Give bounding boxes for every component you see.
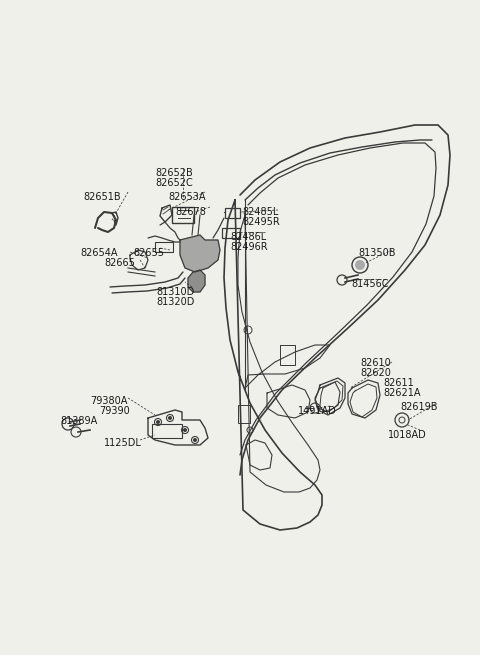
Circle shape xyxy=(355,260,365,270)
Text: 82619B: 82619B xyxy=(400,402,437,412)
Text: 82678: 82678 xyxy=(175,207,206,217)
Text: 82611: 82611 xyxy=(383,378,414,388)
Text: 1491AD: 1491AD xyxy=(298,406,337,416)
Text: 82496R: 82496R xyxy=(230,242,268,252)
Text: 81310D: 81310D xyxy=(156,287,194,297)
Text: 82654A: 82654A xyxy=(80,248,118,258)
Text: 81456C: 81456C xyxy=(351,279,388,289)
Circle shape xyxy=(183,428,187,432)
Text: 82652C: 82652C xyxy=(155,178,193,188)
Text: 82610: 82610 xyxy=(360,358,391,368)
Bar xyxy=(238,405,250,423)
Text: 1018AD: 1018AD xyxy=(388,430,427,440)
Bar xyxy=(152,424,182,438)
Text: 82665: 82665 xyxy=(104,258,135,268)
Text: 82620: 82620 xyxy=(360,368,391,378)
Text: 81320D: 81320D xyxy=(156,297,194,307)
Bar xyxy=(222,228,240,238)
Text: 82485L: 82485L xyxy=(242,207,278,217)
Polygon shape xyxy=(188,270,205,292)
Text: 81389A: 81389A xyxy=(60,416,97,426)
Text: 79380A: 79380A xyxy=(90,396,127,406)
Text: 79390: 79390 xyxy=(99,406,130,416)
Text: 1125DL: 1125DL xyxy=(104,438,142,448)
Text: 82486L: 82486L xyxy=(230,232,266,242)
Text: 82495R: 82495R xyxy=(242,217,280,227)
Text: 82652B: 82652B xyxy=(155,168,193,178)
Bar xyxy=(225,208,240,218)
Bar xyxy=(172,207,194,223)
Circle shape xyxy=(156,420,160,424)
Text: 82651B: 82651B xyxy=(83,192,120,202)
Circle shape xyxy=(168,416,172,420)
Text: 82655: 82655 xyxy=(133,248,164,258)
Text: 81350B: 81350B xyxy=(358,248,396,258)
Bar xyxy=(155,242,173,252)
Text: 82653A: 82653A xyxy=(168,192,205,202)
Text: 82621A: 82621A xyxy=(383,388,420,398)
Polygon shape xyxy=(180,235,220,272)
Circle shape xyxy=(193,438,197,442)
